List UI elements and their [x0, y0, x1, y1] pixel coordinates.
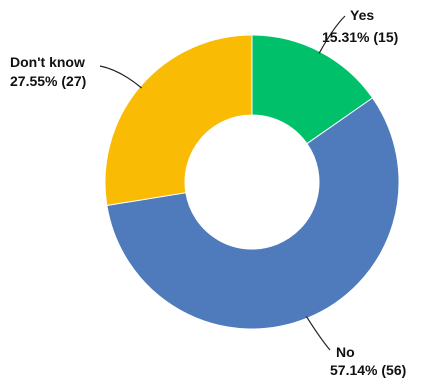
slice-no [106, 97, 400, 330]
leader-line-no [305, 316, 331, 351]
label-yes-value: 15.31% (15) [322, 29, 398, 45]
label-no-value: 57.14% (56) [330, 362, 406, 378]
label-dont-know-value: 27.55% (27) [10, 73, 86, 89]
label-no-name: No [336, 344, 355, 360]
label-yes-name: Yes [350, 7, 374, 23]
label-dont-know-name: Don't know [10, 54, 85, 70]
slice-labels: Yes 15.31% (15) No 57.14% (56) Don't kno… [10, 7, 406, 378]
donut-slices [104, 34, 400, 330]
leader-line-yes [318, 15, 346, 54]
slice-dont-know [104, 34, 253, 207]
leader-lines [99, 15, 346, 351]
leader-line-dont-know [99, 65, 142, 89]
